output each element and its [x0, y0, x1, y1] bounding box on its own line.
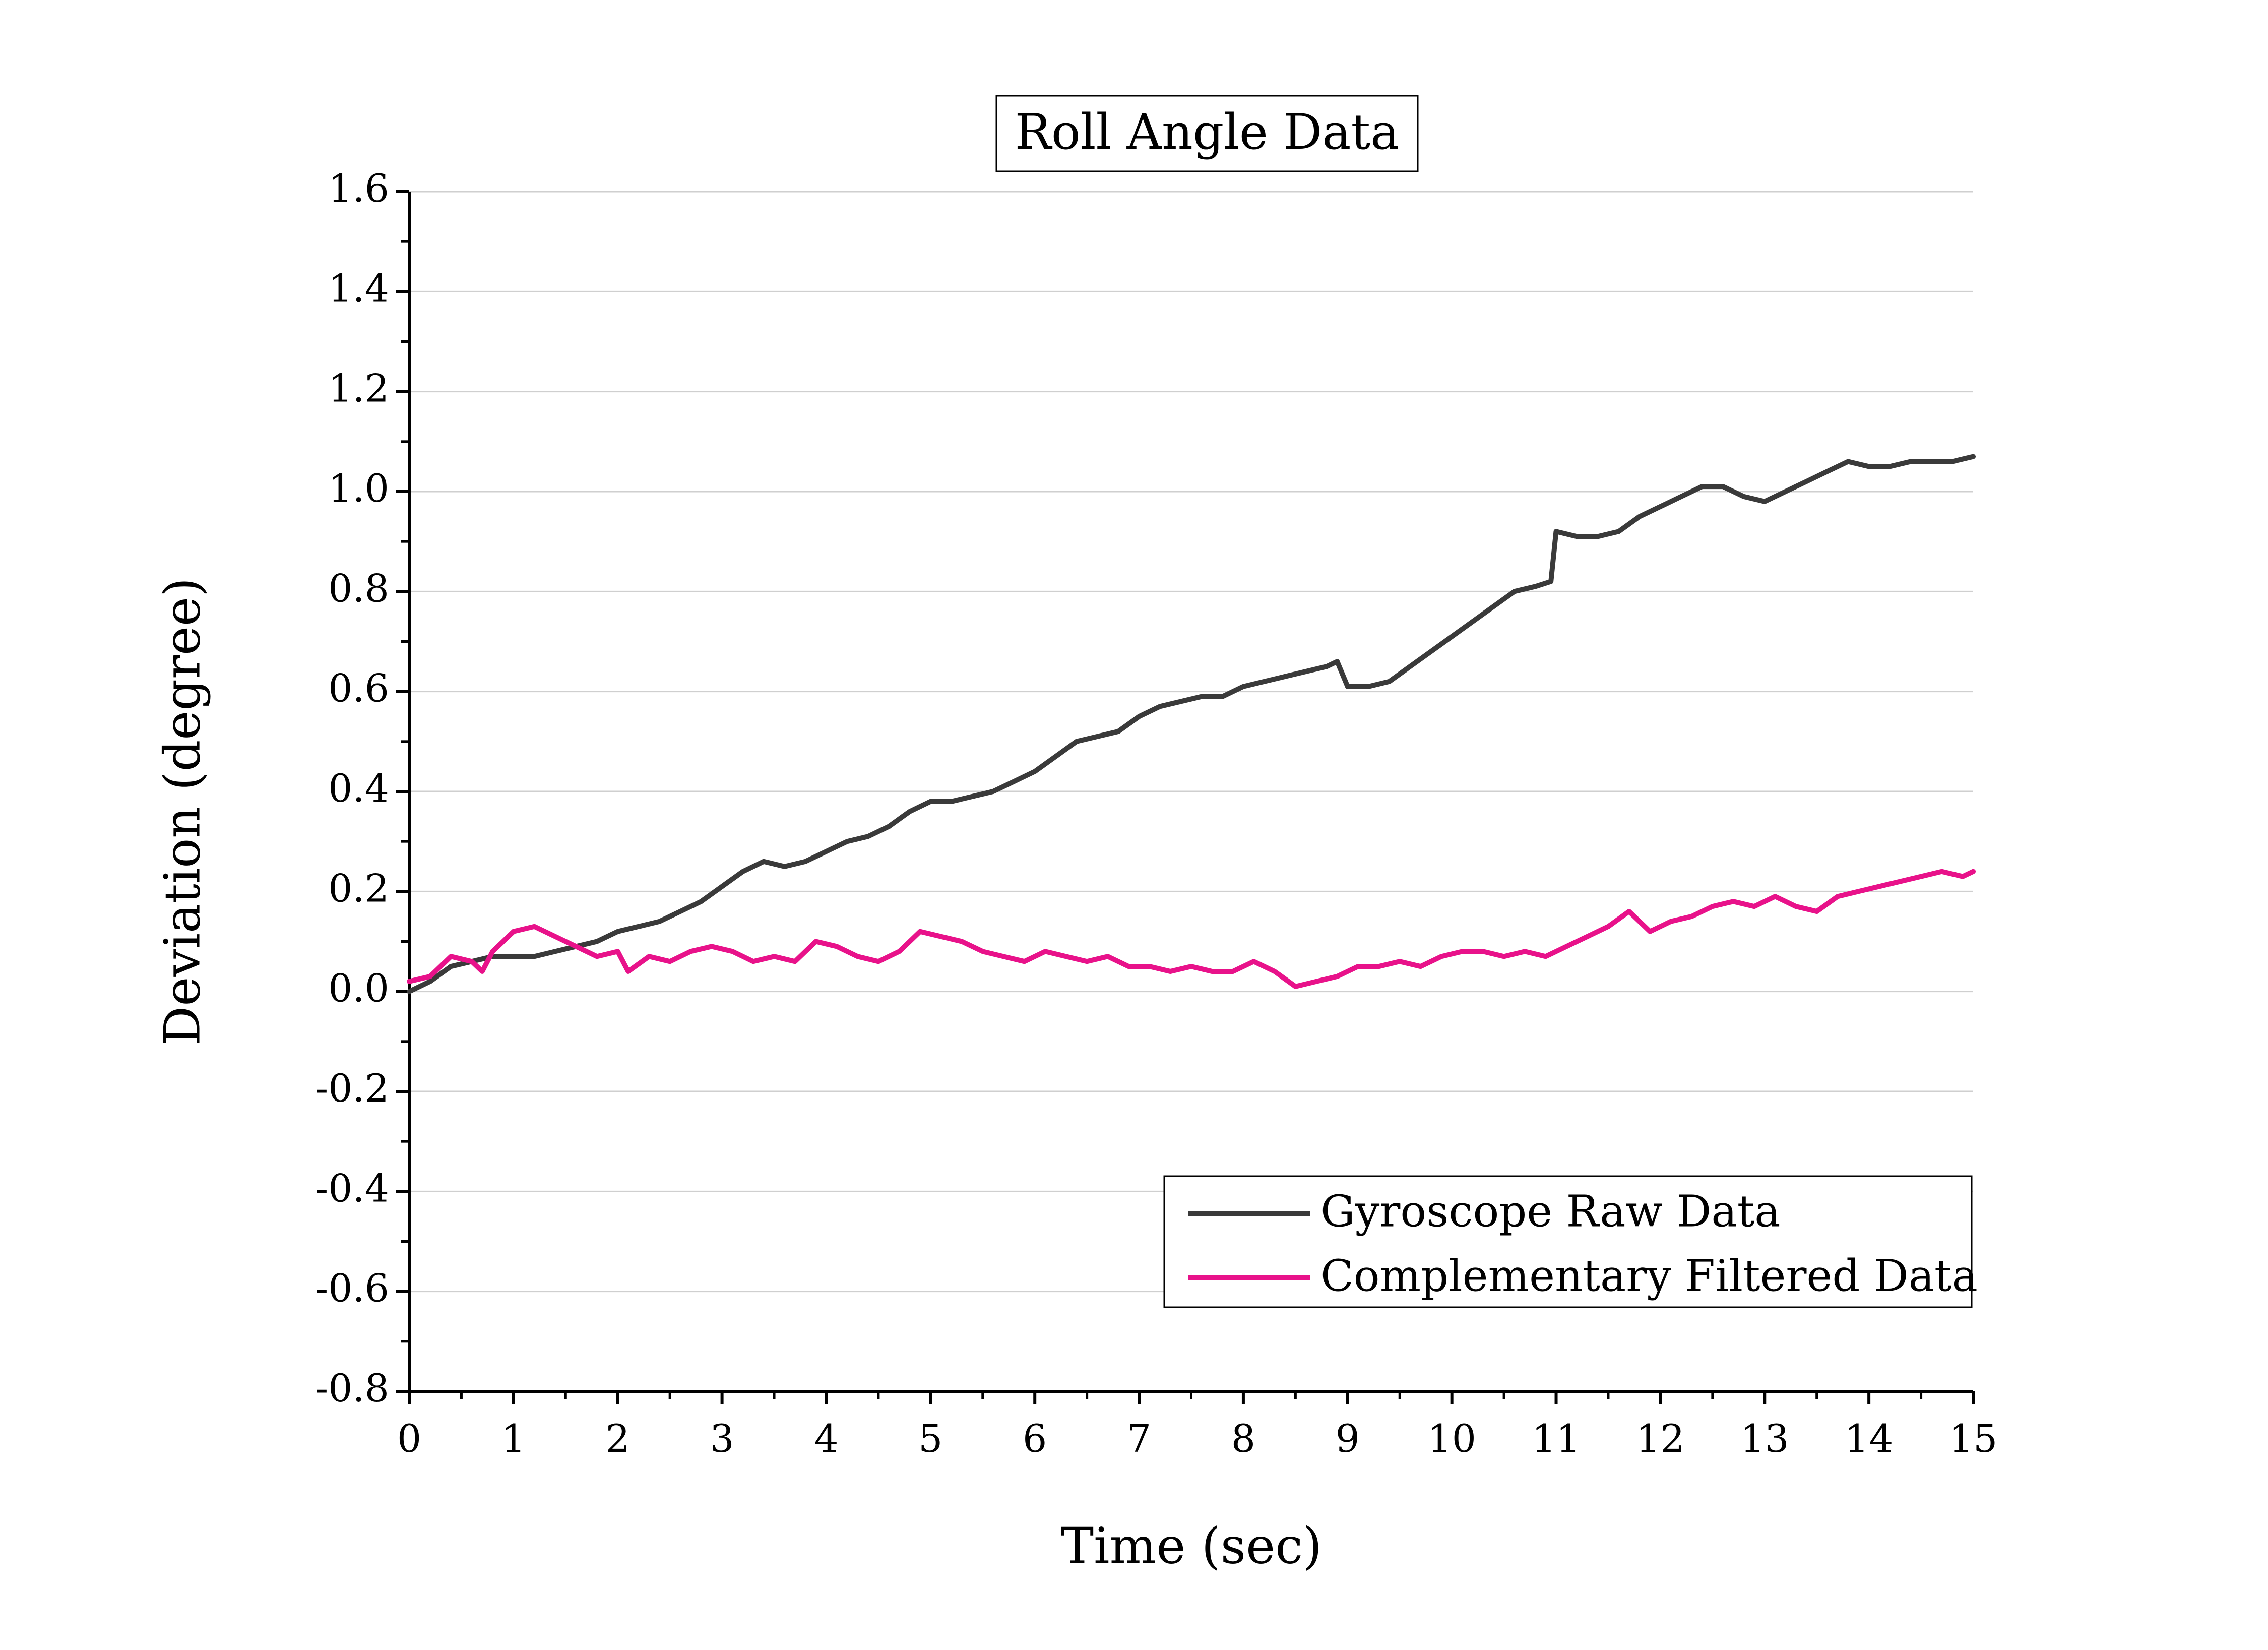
- y-tick-label: -0.4: [315, 1166, 389, 1210]
- y-tick-label: 1.2: [328, 366, 389, 411]
- y-tick-label: 0.4: [328, 766, 389, 811]
- y-tick-label: -0.8: [315, 1366, 389, 1411]
- x-tick-label: 9: [1336, 1416, 1360, 1461]
- y-tick-label: 0.8: [328, 566, 389, 610]
- series-line-complementary: [407, 869, 1976, 989]
- x-tick-label: 1: [501, 1416, 526, 1461]
- legend-box: [1163, 1175, 1973, 1308]
- x-tick-label: 8: [1231, 1416, 1255, 1461]
- x-tick-label: 0: [397, 1416, 421, 1461]
- legend-label-complementary: Complementary Filtered Data: [1320, 1251, 1978, 1302]
- grid-lines: [409, 191, 1973, 1293]
- chart-title-box: Roll Angle Data: [995, 95, 1419, 172]
- x-tick-label: 11: [1532, 1416, 1581, 1461]
- x-tick-label: 15: [1949, 1416, 1998, 1461]
- x-tick-label: 10: [1427, 1416, 1476, 1461]
- x-axis-label: Time (sec): [1061, 1518, 1322, 1575]
- x-tick-label: 13: [1740, 1416, 1789, 1461]
- series: [407, 454, 1976, 994]
- series-line-gyroscope: [407, 454, 1976, 994]
- x-tick-label: 3: [710, 1416, 734, 1461]
- x-tick-label: 7: [1127, 1416, 1151, 1461]
- x-tick-label: 4: [814, 1416, 838, 1461]
- x-tick-label: 12: [1636, 1416, 1685, 1461]
- y-axis-label: Deviation (degree): [154, 578, 212, 1046]
- y-tick-label: 1.0: [328, 466, 389, 511]
- ticks: -0.8 -0.6 -0.4 -0.2 0.0 0.2 0.4 0.6 0.8 1.0 1.2 1.4…: [315, 166, 1997, 1461]
- x-tick-label: 2: [606, 1416, 630, 1461]
- y-tick-label: 1.4: [328, 266, 389, 311]
- x-tick-label: 14: [1845, 1416, 1894, 1461]
- x-tick-label: 5: [918, 1416, 942, 1461]
- legend: Gyroscope Raw Data Complementary Filtere…: [1163, 1175, 1978, 1308]
- y-tick-label: 0.2: [328, 866, 389, 910]
- y-tick-label: 0.0: [328, 966, 389, 1011]
- x-tick-label: 6: [1023, 1416, 1047, 1461]
- y-tick-label: -0.6: [315, 1266, 389, 1311]
- y-tick-label: -0.2: [315, 1066, 389, 1111]
- y-tick-label: 1.6: [328, 166, 389, 211]
- legend-label-gyroscope: Gyroscope Raw Data: [1320, 1187, 1781, 1237]
- chart-title: Roll Angle Data: [1015, 104, 1400, 160]
- y-tick-label: 0.6: [328, 666, 389, 711]
